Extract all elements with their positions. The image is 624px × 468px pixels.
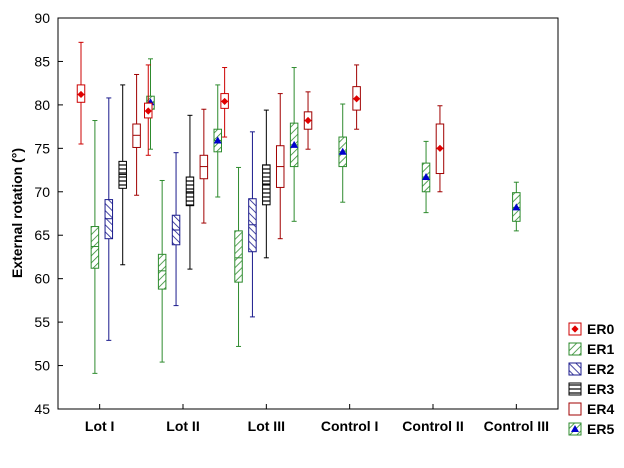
legend-item-er4: ER4 bbox=[568, 401, 614, 417]
y-axis-label: External rotation (°) bbox=[9, 148, 25, 278]
mean-marker bbox=[77, 90, 85, 99]
y-tick-label: 65 bbox=[34, 227, 50, 243]
box-er5 bbox=[512, 181, 521, 232]
mean-marker bbox=[290, 140, 299, 148]
legend-label: ER2 bbox=[587, 361, 614, 377]
box-er3 bbox=[118, 84, 127, 266]
x-axis: Lot I Lot II Lot III Control I Control II Con… bbox=[85, 404, 549, 434]
box-er3 bbox=[262, 109, 271, 259]
y-tick-label: 60 bbox=[34, 271, 50, 287]
legend-label: ER5 bbox=[587, 421, 614, 437]
box-er2 bbox=[171, 152, 181, 307]
mean-marker bbox=[422, 173, 431, 181]
mean-marker bbox=[221, 97, 229, 106]
legend-swatch bbox=[568, 362, 582, 376]
iqr-box bbox=[262, 164, 271, 206]
y-tick-label: 80 bbox=[34, 97, 50, 113]
y-tick-label: 70 bbox=[34, 184, 50, 200]
box-er5 bbox=[213, 84, 222, 198]
mean-marker bbox=[512, 203, 521, 211]
legend-item-er0: ER0 bbox=[568, 321, 614, 337]
box-er4 bbox=[303, 91, 313, 150]
iqr-box bbox=[157, 253, 167, 290]
box-er4 bbox=[352, 64, 361, 130]
box-er2 bbox=[104, 97, 114, 341]
iqr-box bbox=[234, 230, 243, 283]
box-er5 bbox=[338, 103, 347, 203]
box-er3 bbox=[185, 114, 195, 270]
plot-area-frame bbox=[57, 17, 559, 410]
mean-marker bbox=[304, 116, 312, 125]
legend-label: ER0 bbox=[587, 321, 614, 337]
box-er4 bbox=[199, 108, 209, 224]
y-tick-label: 90 bbox=[34, 10, 50, 26]
box-er4 bbox=[132, 73, 141, 196]
box-er5 bbox=[421, 140, 431, 214]
mean-marker bbox=[338, 147, 347, 155]
legend-item-er3: ER3 bbox=[568, 381, 614, 397]
box-er2 bbox=[248, 131, 257, 318]
box-er0 bbox=[144, 64, 153, 156]
box-er1 bbox=[90, 120, 100, 374]
box-er0 bbox=[220, 67, 229, 138]
legend-label: ER1 bbox=[587, 341, 614, 357]
x-tick-label: Lot III bbox=[248, 418, 285, 434]
y-tick-label: 75 bbox=[34, 140, 50, 156]
legend-item-er1: ER1 bbox=[568, 341, 614, 357]
mean-marker bbox=[571, 425, 579, 432]
y-tick-label: 85 bbox=[34, 53, 50, 69]
legend-swatch bbox=[568, 342, 582, 356]
legend-item-er5: ER5 bbox=[568, 421, 614, 437]
y-tick-label: 45 bbox=[34, 401, 50, 417]
x-tick-label: Control I bbox=[321, 418, 379, 434]
box-er4 bbox=[435, 105, 445, 193]
legend-label: ER4 bbox=[587, 401, 614, 417]
legend-item-er2: ER2 bbox=[568, 361, 614, 377]
box-series bbox=[76, 41, 521, 374]
mean-marker bbox=[571, 325, 579, 333]
iqr-box bbox=[90, 226, 100, 269]
mean-marker bbox=[353, 95, 361, 103]
x-tick-label: Lot I bbox=[85, 418, 115, 434]
legend-label: ER3 bbox=[587, 381, 614, 397]
legend-swatch bbox=[568, 402, 582, 416]
box-er1 bbox=[157, 179, 167, 363]
mean-marker bbox=[213, 136, 222, 144]
x-tick-label: Control III bbox=[484, 418, 549, 434]
y-axis: 45 50 55 60 65 70 75 80 85 90 bbox=[34, 10, 63, 417]
y-tick-label: 50 bbox=[34, 358, 50, 374]
mean-marker bbox=[144, 107, 152, 115]
box-er5 bbox=[289, 67, 299, 222]
y-tick-label: 55 bbox=[34, 314, 50, 330]
x-tick-label: Control II bbox=[402, 418, 463, 434]
legend: ER0 ER1 ER2 ER3 ER4 ER5 bbox=[568, 321, 614, 437]
box-er4 bbox=[275, 93, 285, 240]
x-tick-label: Lot II bbox=[166, 418, 199, 434]
mean-marker bbox=[436, 144, 444, 152]
box-er0 bbox=[76, 41, 86, 145]
legend-swatch bbox=[568, 382, 582, 396]
box-er1 bbox=[234, 166, 243, 347]
